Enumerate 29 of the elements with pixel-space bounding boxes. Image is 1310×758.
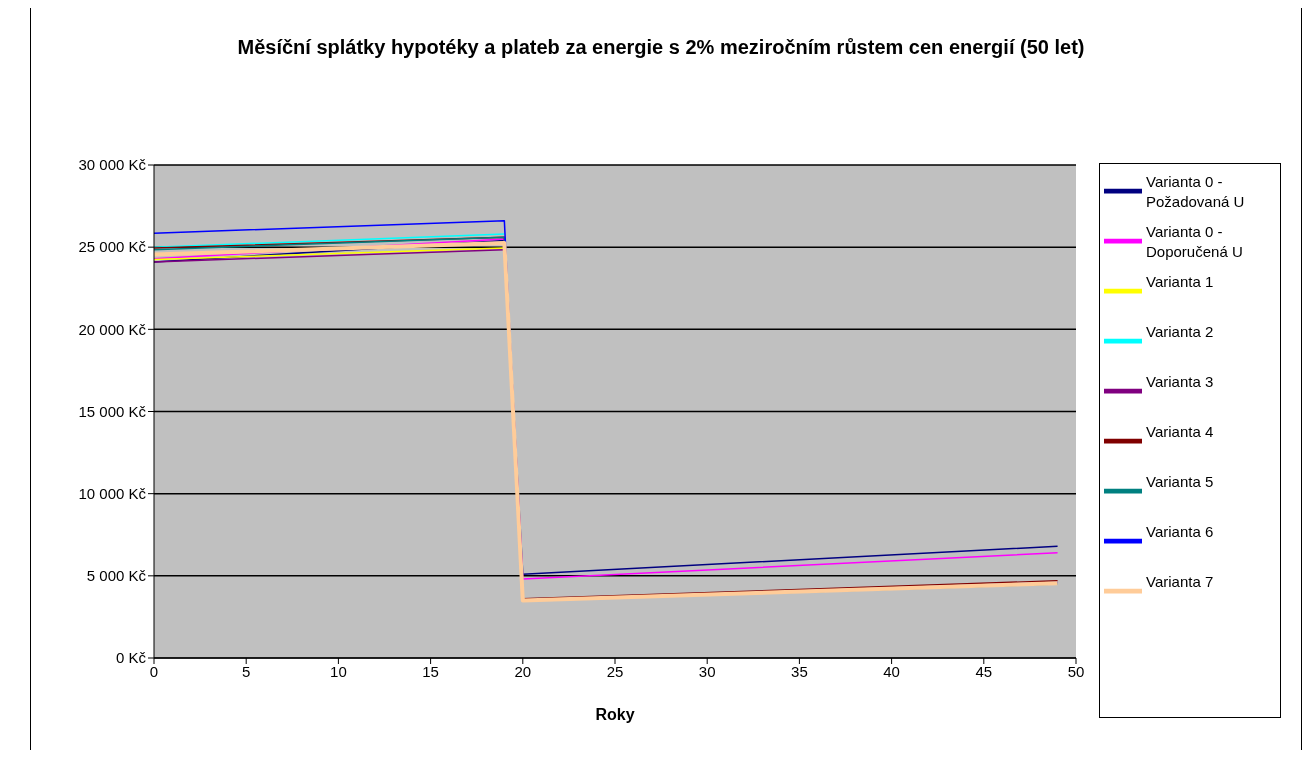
x-tick-label: 15 [422, 662, 439, 680]
legend-label: Varianta 2 [1146, 322, 1215, 342]
legend-label: Varianta 1 [1146, 272, 1215, 292]
y-tick-label: 5 000 Kč [86, 567, 147, 585]
legend-label: Varianta 4 [1146, 422, 1215, 442]
x-tick-label: 45 [975, 662, 993, 680]
y-tick-label: 20 000 Kč [78, 320, 147, 338]
x-tick-label: 50 [1067, 662, 1085, 680]
x-tick-label: 35 [791, 662, 808, 680]
y-tick-label: 10 000 Kč [78, 484, 147, 502]
y-tick-label: 15 000 Kč [78, 402, 147, 420]
x-axis-title: Roky [595, 706, 635, 723]
x-tick-label: 40 [883, 662, 900, 680]
legend-label: Varianta 3 [1146, 372, 1215, 392]
x-tick-label: 20 [514, 662, 532, 680]
legend-label: Varianta 7 [1146, 572, 1215, 592]
x-tick-label: 30 [698, 662, 716, 680]
legend-label: Varianta 5 [1146, 472, 1215, 492]
y-tick-label: 30 000 Kč [78, 156, 147, 174]
x-tick-label: 5 [242, 662, 251, 680]
legend-label: Varianta 0 - Požadovaná U [1146, 172, 1246, 212]
x-tick-label: 10 [330, 662, 347, 680]
legend-label: Varianta 0 - Doporučená U [1146, 222, 1244, 262]
chart-title: Měsíční splátky hypotéky a plateb za energie s 2% meziročním růstem cen energií (50 let) [236, 35, 1086, 60]
x-tick-label: 0 [149, 662, 159, 680]
y-tick-label: 25 000 Kč [78, 238, 147, 256]
y-tick-label: 0 Kč [115, 649, 147, 667]
x-tick-label: 25 [606, 662, 624, 680]
legend-label: Varianta 6 [1146, 522, 1215, 542]
